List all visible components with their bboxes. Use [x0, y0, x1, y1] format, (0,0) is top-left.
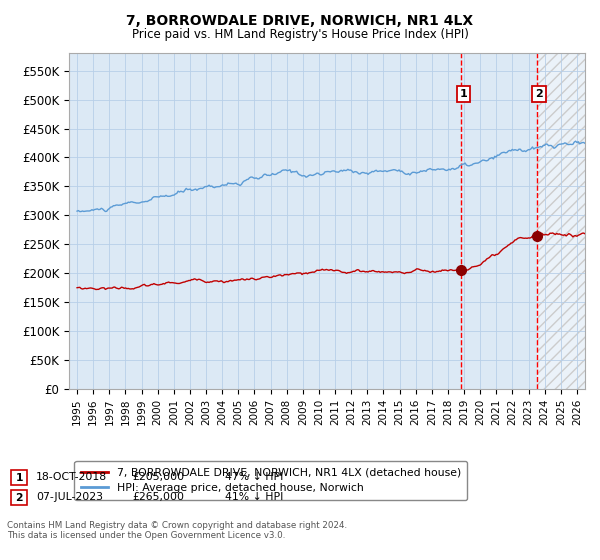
Text: Contains HM Land Registry data © Crown copyright and database right 2024.
This d: Contains HM Land Registry data © Crown c…: [7, 521, 347, 540]
Bar: [536, 53, 600, 389]
Text: 47% ↓ HPI: 47% ↓ HPI: [225, 472, 283, 482]
Text: £265,000: £265,000: [132, 492, 184, 502]
Text: 2: 2: [535, 88, 543, 99]
Text: 7, BORROWDALE DRIVE, NORWICH, NR1 4LX: 7, BORROWDALE DRIVE, NORWICH, NR1 4LX: [127, 14, 473, 28]
Text: £205,000: £205,000: [132, 472, 184, 482]
Text: 1: 1: [16, 473, 23, 483]
Text: Price paid vs. HM Land Registry's House Price Index (HPI): Price paid vs. HM Land Registry's House …: [131, 28, 469, 41]
Text: 07-JUL-2023: 07-JUL-2023: [36, 492, 103, 502]
Text: 2: 2: [16, 493, 23, 503]
Text: 18-OCT-2018: 18-OCT-2018: [36, 472, 107, 482]
Bar: [536, 53, 600, 389]
Text: 1: 1: [460, 88, 467, 99]
Legend: 7, BORROWDALE DRIVE, NORWICH, NR1 4LX (detached house), HPI: Average price, deta: 7, BORROWDALE DRIVE, NORWICH, NR1 4LX (d…: [74, 461, 467, 500]
Text: 41% ↓ HPI: 41% ↓ HPI: [225, 492, 283, 502]
